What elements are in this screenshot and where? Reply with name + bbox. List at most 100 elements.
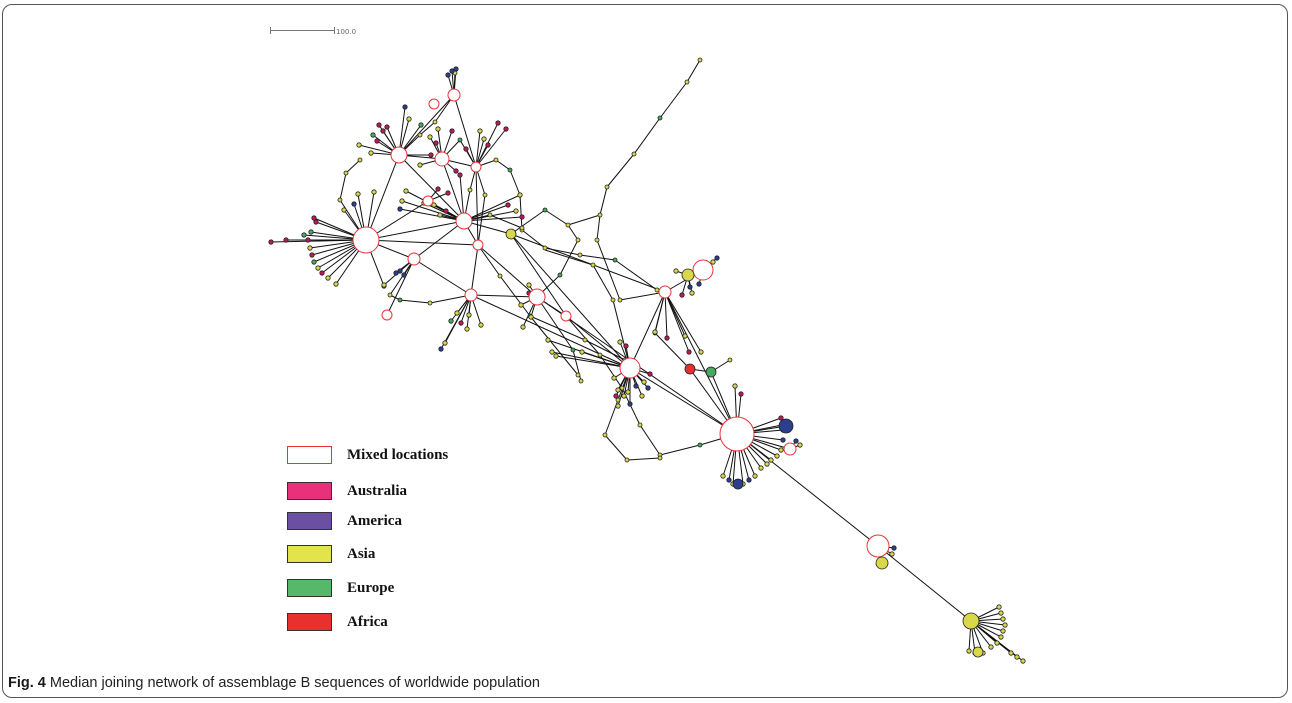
haplotype-node	[652, 329, 658, 335]
haplotype-node	[351, 201, 357, 207]
haplotype-node	[397, 268, 403, 274]
haplotype-node	[797, 442, 803, 448]
haplotype-node	[401, 272, 407, 278]
haplotype-node	[615, 403, 621, 409]
haplotype-node-mixed	[352, 226, 380, 254]
haplotype-node	[481, 136, 487, 142]
haplotype-node	[623, 343, 629, 349]
haplotype-node	[641, 379, 647, 385]
haplotype-node	[458, 320, 464, 326]
haplotype-node	[597, 352, 603, 358]
haplotype-node	[998, 634, 1004, 640]
network-edge	[579, 254, 616, 261]
scale-bar-tick-right	[334, 27, 335, 34]
haplotype-node	[689, 290, 695, 296]
network-edges	[270, 59, 1024, 662]
haplotype-node	[570, 347, 576, 353]
network-edge	[659, 81, 688, 119]
haplotype-node	[477, 128, 483, 134]
haplotype-node	[311, 215, 317, 221]
network-edge	[547, 339, 631, 369]
haplotype-node	[427, 300, 433, 306]
network-edge	[654, 291, 666, 333]
haplotype-node	[526, 282, 532, 288]
haplotype-node	[673, 268, 679, 274]
haplotype-node	[380, 128, 386, 134]
haplotype-node	[619, 385, 625, 391]
haplotype-node-mixed	[470, 161, 482, 173]
haplotype-node	[597, 212, 603, 218]
haplotype-node	[356, 142, 362, 148]
network-edge	[877, 545, 972, 622]
haplotype-node	[612, 257, 618, 263]
haplotype-node	[681, 268, 695, 282]
network-edge	[475, 128, 507, 168]
network-edge	[398, 94, 455, 156]
haplotype-node	[309, 252, 315, 258]
haplotype-node	[519, 225, 525, 231]
scale-bar-label: 100.0	[336, 28, 357, 36]
haplotype-node	[454, 310, 460, 316]
haplotype-node	[575, 237, 581, 243]
haplotype-node	[1014, 654, 1020, 660]
haplotype-node	[482, 192, 488, 198]
haplotype-node	[657, 115, 663, 121]
network-edge	[529, 315, 579, 376]
network-edge	[567, 224, 579, 241]
haplotype-node	[617, 297, 623, 303]
haplotype-node	[891, 545, 897, 551]
haplotype-node	[697, 442, 703, 448]
network-edge	[365, 239, 479, 246]
haplotype-node	[417, 162, 423, 168]
network-edge	[339, 172, 347, 201]
network-edge	[429, 294, 472, 304]
haplotype-node	[402, 104, 408, 110]
network-edge	[596, 214, 601, 241]
haplotype-node	[376, 122, 382, 128]
haplotype-node	[341, 207, 347, 213]
network-edge	[565, 315, 601, 356]
network-edge	[510, 209, 546, 235]
haplotype-node	[449, 68, 455, 74]
haplotype-node	[553, 353, 559, 359]
haplotype-node	[487, 212, 493, 218]
haplotype-node	[384, 124, 390, 130]
haplotype-node	[435, 126, 441, 132]
network-edge	[470, 294, 538, 298]
haplotype-node	[1000, 628, 1006, 634]
haplotype-node	[368, 150, 374, 156]
network-edge	[463, 216, 523, 222]
haplotype-node	[542, 207, 548, 213]
network-edge	[664, 291, 738, 435]
haplotype-node	[631, 151, 637, 157]
haplotype-node	[996, 604, 1002, 610]
haplotype-node	[437, 212, 443, 218]
network-edge	[386, 258, 415, 316]
network-edge	[453, 94, 477, 168]
haplotype-node	[311, 259, 317, 265]
haplotype-node	[1020, 658, 1026, 664]
legend-item-africa: Africa	[287, 613, 547, 635]
legend-swatch-australia	[287, 482, 332, 500]
haplotype-node	[627, 401, 633, 407]
haplotype-node	[453, 168, 459, 174]
haplotype-node	[582, 337, 588, 343]
haplotype-node	[357, 157, 363, 163]
haplotype-node-mixed	[619, 357, 641, 379]
haplotype-node	[325, 275, 331, 281]
legend-label-asia: Asia	[347, 546, 376, 562]
network-edge	[477, 244, 501, 277]
haplotype-node	[889, 551, 895, 557]
haplotype-node	[505, 202, 511, 208]
haplotype-node	[966, 648, 972, 654]
network-edge	[599, 186, 608, 216]
figure-caption: Fig. 4 Median joining network of assembl…	[8, 675, 540, 691]
haplotype-node	[397, 206, 403, 212]
legend-item-australia: Australia	[287, 482, 547, 504]
haplotype-node	[557, 272, 563, 278]
haplotype-node	[687, 284, 693, 290]
legend-swatch-africa	[287, 613, 332, 631]
haplotype-node	[621, 393, 627, 399]
network-edge	[475, 130, 481, 168]
